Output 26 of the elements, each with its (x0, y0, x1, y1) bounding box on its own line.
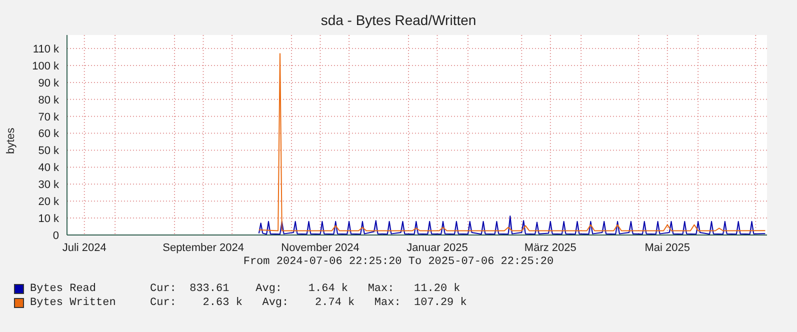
x-tick-label: Juli 2024 (62, 242, 106, 254)
text: Cur: 2.63 k Avg: 2.74 k Max: 107.29 k (150, 297, 467, 309)
y-tick-label: 60 k (38, 128, 60, 140)
chart-title: sda - Bytes Read/Written (320, 12, 478, 28)
y-tick-label: 110 k (32, 43, 60, 56)
y-tick-label: 80 k (38, 94, 60, 106)
line-series (258, 53, 766, 232)
text: From 2024-07-06 22:25:20 To 2025-07-06 22:25:20 (242, 256, 555, 268)
y-tick-label: 0 (52, 230, 59, 242)
text: Cur: 833.61 Avg: 1.64 k Max: 11.20 k (150, 283, 460, 295)
y-tick-label: 30 k (38, 179, 60, 192)
y-tick-label: 10 k (38, 212, 60, 225)
y-tick-label: 20 k (38, 196, 60, 208)
y-tick-label: 50 k (38, 145, 60, 158)
legend-label: Bytes Written (30, 297, 117, 309)
legend-label: Bytes Read (30, 283, 98, 295)
x-tick-label: Mai 2025 (644, 242, 690, 254)
y-tick-label: 70 k (38, 111, 60, 124)
y-tick-label: 100 k (32, 60, 60, 72)
x-tick-label: September 2024 (162, 242, 244, 254)
y-tick-label: 90 k (38, 77, 60, 90)
y-axis-title: bytes (4, 128, 18, 154)
x-tick-label: Januar 2025 (406, 242, 468, 254)
x-tick-label: März 2025 (524, 242, 576, 254)
x-tick-label: November 2024 (281, 242, 360, 254)
y-tick-label: 40 k (38, 162, 60, 174)
